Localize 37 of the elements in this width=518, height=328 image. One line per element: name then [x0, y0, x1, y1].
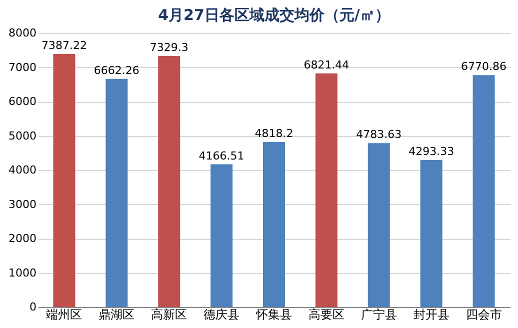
y-tick-label: 4000 — [8, 164, 36, 176]
x-tick-label: 高新区 — [151, 308, 188, 322]
y-tick-label: 1000 — [8, 266, 36, 280]
x-tick-label: 德庆县 — [204, 308, 240, 322]
data-label: 6821.44 — [304, 58, 350, 72]
bar — [315, 73, 338, 307]
data-label: 4783.63 — [356, 128, 402, 142]
y-tick-label: 7000 — [8, 60, 36, 74]
y-tick-label: 8000 — [8, 26, 36, 40]
x-tick-label: 四会市 — [466, 308, 502, 322]
data-label: 4166.51 — [198, 149, 244, 162]
y-tick-label: 0 — [30, 300, 36, 314]
x-tick-label: 高要区 — [308, 308, 344, 322]
y-tick-label: 2000 — [8, 232, 36, 245]
data-label: 7329.3 — [150, 40, 188, 54]
x-tick-label: 怀集县 — [255, 308, 292, 322]
bar — [158, 56, 180, 307]
y-tick-label: 6000 — [8, 95, 36, 108]
x-tick-label: 端州区 — [46, 308, 82, 322]
y-tick-label: 3000 — [8, 198, 36, 211]
bar — [106, 78, 128, 307]
x-tick-label: 广宁县 — [360, 308, 397, 322]
bar — [53, 54, 76, 307]
chart-title: 4月27日各区域成交均价（元/㎡） — [158, 6, 390, 24]
bar — [210, 164, 233, 307]
data-label: 6770.86 — [461, 60, 507, 74]
bar — [472, 75, 495, 307]
data-label: 6662.26 — [94, 64, 140, 77]
data-label: 4293.33 — [408, 144, 454, 158]
x-tick-label: 封开县 — [413, 308, 450, 322]
bar — [263, 142, 285, 307]
data-label: 7387.22 — [41, 38, 87, 52]
x-tick-label: 鼎湖区 — [98, 308, 135, 322]
bar — [368, 143, 390, 307]
y-tick-label: 5000 — [8, 129, 36, 142]
data-label: 4818.2 — [254, 126, 294, 140]
bar — [420, 160, 442, 307]
